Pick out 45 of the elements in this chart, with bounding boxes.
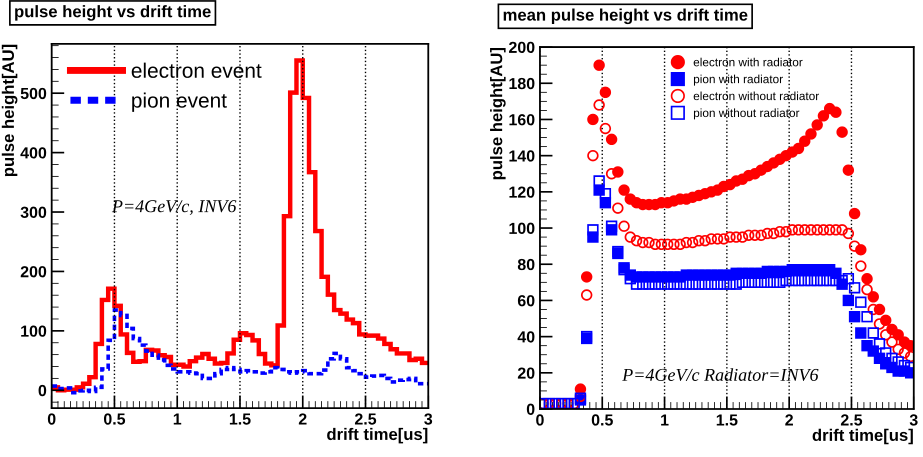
x-tick-label: 0 — [48, 413, 56, 425]
y-tick-label: 80 — [518, 258, 534, 270]
chart-title: pulse height vs drift time — [15, 5, 211, 21]
y-tick-label: 160 — [509, 114, 534, 126]
annotation: P=4GeV/c, INV6 — [112, 200, 236, 215]
y-tick-label: 0 — [38, 384, 46, 396]
legend-label: pion with radiator — [694, 74, 783, 86]
y-tick-label: 200 — [509, 42, 534, 54]
y-tick-label: 140 — [509, 150, 534, 162]
x-axis-title: drift time[us] — [812, 428, 913, 444]
y-axis-title: pulse height[AU] — [2, 44, 18, 176]
x-tick-label: 0.5 — [104, 413, 126, 425]
x-tick-label: 2.5 — [354, 413, 376, 425]
annotation: P=4GeV/c Radiator=INV6 — [622, 368, 818, 382]
legend-label: pion event — [132, 92, 227, 112]
legend-label: electron event — [132, 62, 262, 78]
x-tick-label: 1 — [174, 414, 182, 425]
legend-label: electron with radiator — [694, 58, 803, 66]
x-tick-label: 2.5 — [840, 414, 862, 426]
y-tick-label: 500 — [20, 88, 46, 100]
legend-label: pion without radiator — [694, 108, 800, 120]
y-tick-label: 120 — [509, 186, 534, 198]
y-axis-title: pulse height[AU] — [490, 48, 506, 180]
legend-label: electron without radiator — [694, 92, 819, 100]
x-tick-label: 1.5 — [716, 414, 738, 426]
y-tick-label: 400 — [20, 147, 46, 159]
y-tick-label: 100 — [509, 222, 534, 234]
x-tick-label: 2 — [785, 414, 793, 426]
y-tick-label: 200 — [20, 266, 46, 278]
y-tick-label: 180 — [509, 78, 534, 90]
chart-title: mean pulse height vs drift time — [504, 8, 748, 24]
y-tick-label: 60 — [518, 295, 534, 306]
y-tick-label: 20 — [518, 367, 534, 379]
x-tick-label: 2 — [298, 413, 307, 425]
x-axis-title: drift time[us] — [327, 428, 428, 444]
y-tick-label: 40 — [518, 331, 534, 343]
y-tick-label: 0 — [526, 404, 534, 415]
x-tick-label: 1.5 — [230, 414, 251, 425]
x-tick-label: 1 — [661, 414, 669, 426]
y-tick-label: 300 — [20, 206, 46, 218]
y-tick-label: 100 — [21, 325, 46, 337]
x-tick-label: 0 — [536, 414, 544, 426]
x-tick-label: 3 — [910, 414, 918, 426]
x-tick-label: 3 — [424, 413, 432, 425]
x-tick-label: 0.5 — [592, 414, 613, 426]
